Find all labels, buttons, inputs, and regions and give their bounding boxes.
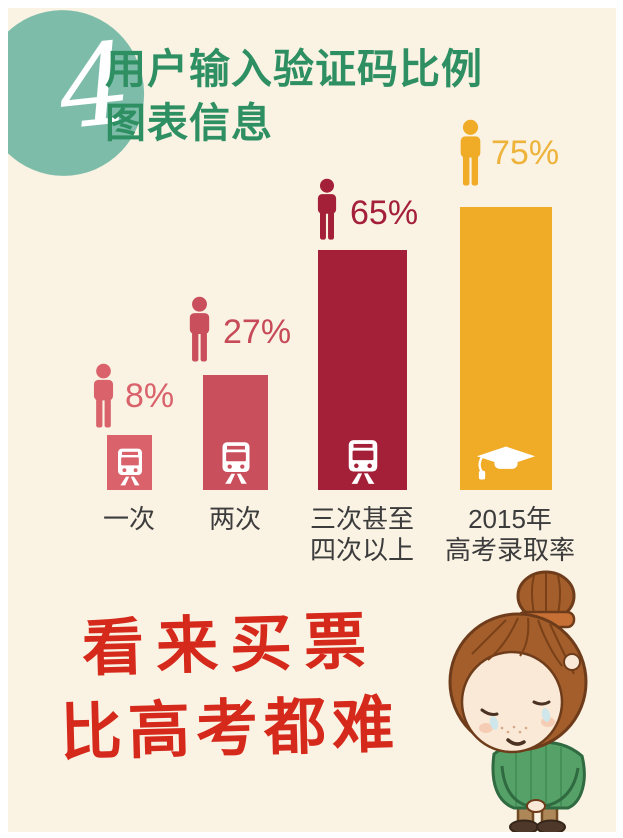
value-label: 75% bbox=[491, 134, 560, 172]
train-icon bbox=[117, 448, 142, 486]
graduation-cap-icon bbox=[476, 446, 536, 480]
bar-three-or-more bbox=[318, 250, 407, 490]
page-title: 用户输入验证码比例 图表信息 bbox=[105, 42, 483, 150]
caption-line1: 看来买票 bbox=[81, 604, 379, 685]
value-label: 65% bbox=[350, 194, 419, 232]
bar-twice bbox=[203, 375, 268, 490]
category-label-twice: 两次 bbox=[208, 504, 261, 534]
sad-girl-illustration bbox=[448, 570, 588, 832]
category-label-admission-rate: 2015年 高考录取率 bbox=[444, 504, 575, 565]
train-icon bbox=[348, 440, 377, 484]
bar-admission-rate bbox=[460, 207, 552, 490]
person-icon bbox=[189, 296, 210, 362]
person-icon bbox=[317, 178, 337, 240]
train-icon bbox=[222, 442, 249, 484]
category-label-once: 一次 bbox=[102, 504, 155, 534]
category-label-three-or-more: 三次甚至 四次以上 bbox=[309, 504, 414, 565]
infographic-canvas: 4 用户输入验证码比例 图表信息 bbox=[8, 8, 616, 832]
person-icon bbox=[93, 363, 114, 428]
page-title-line1: 用户输入验证码比例 bbox=[105, 46, 483, 92]
person-icon bbox=[460, 119, 481, 186]
caption-line2: 比高考都难 bbox=[59, 687, 401, 770]
page-title-line2: 图表信息 bbox=[105, 100, 273, 146]
value-label: 27% bbox=[223, 313, 292, 351]
bar-once bbox=[107, 435, 152, 490]
value-label: 8% bbox=[125, 377, 175, 415]
